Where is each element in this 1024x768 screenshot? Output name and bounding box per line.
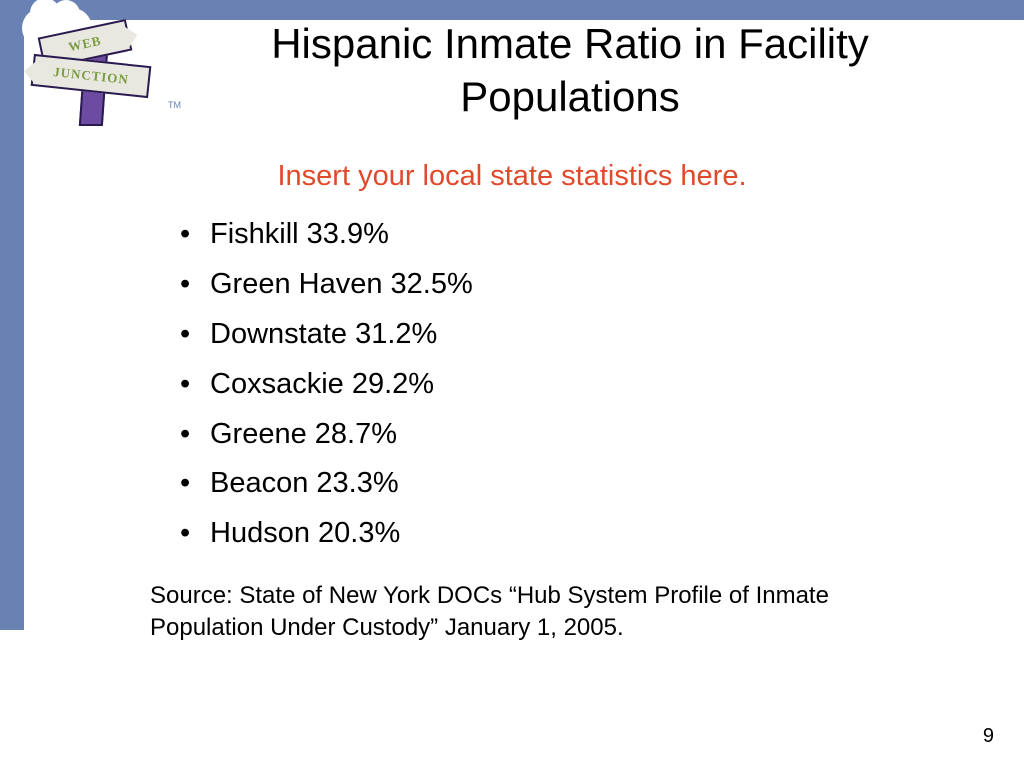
webjunction-logo: WEB JUNCTION TM — [10, 8, 170, 128]
list-item: Beacon 23.3% — [180, 459, 473, 509]
list-item: Hudson 20.3% — [180, 509, 473, 559]
slide-subtitle: Insert your local state statistics here. — [100, 160, 924, 193]
source-citation: Source: State of New York DOCs “Hub Syst… — [150, 580, 890, 645]
list-item: Greene 28.7% — [180, 410, 473, 460]
facility-list: Fishkill 33.9% Green Haven 32.5% Downsta… — [180, 210, 473, 559]
list-item: Coxsackie 29.2% — [180, 360, 473, 410]
logo-sign-junction: JUNCTION — [31, 54, 152, 98]
slide-title: Hispanic Inmate Ratio in Facility Popula… — [180, 18, 960, 123]
list-item: Downstate 31.2% — [180, 310, 473, 360]
list-item: Green Haven 32.5% — [180, 260, 473, 310]
page-number: 9 — [983, 725, 994, 748]
list-item: Fishkill 33.9% — [180, 210, 473, 260]
